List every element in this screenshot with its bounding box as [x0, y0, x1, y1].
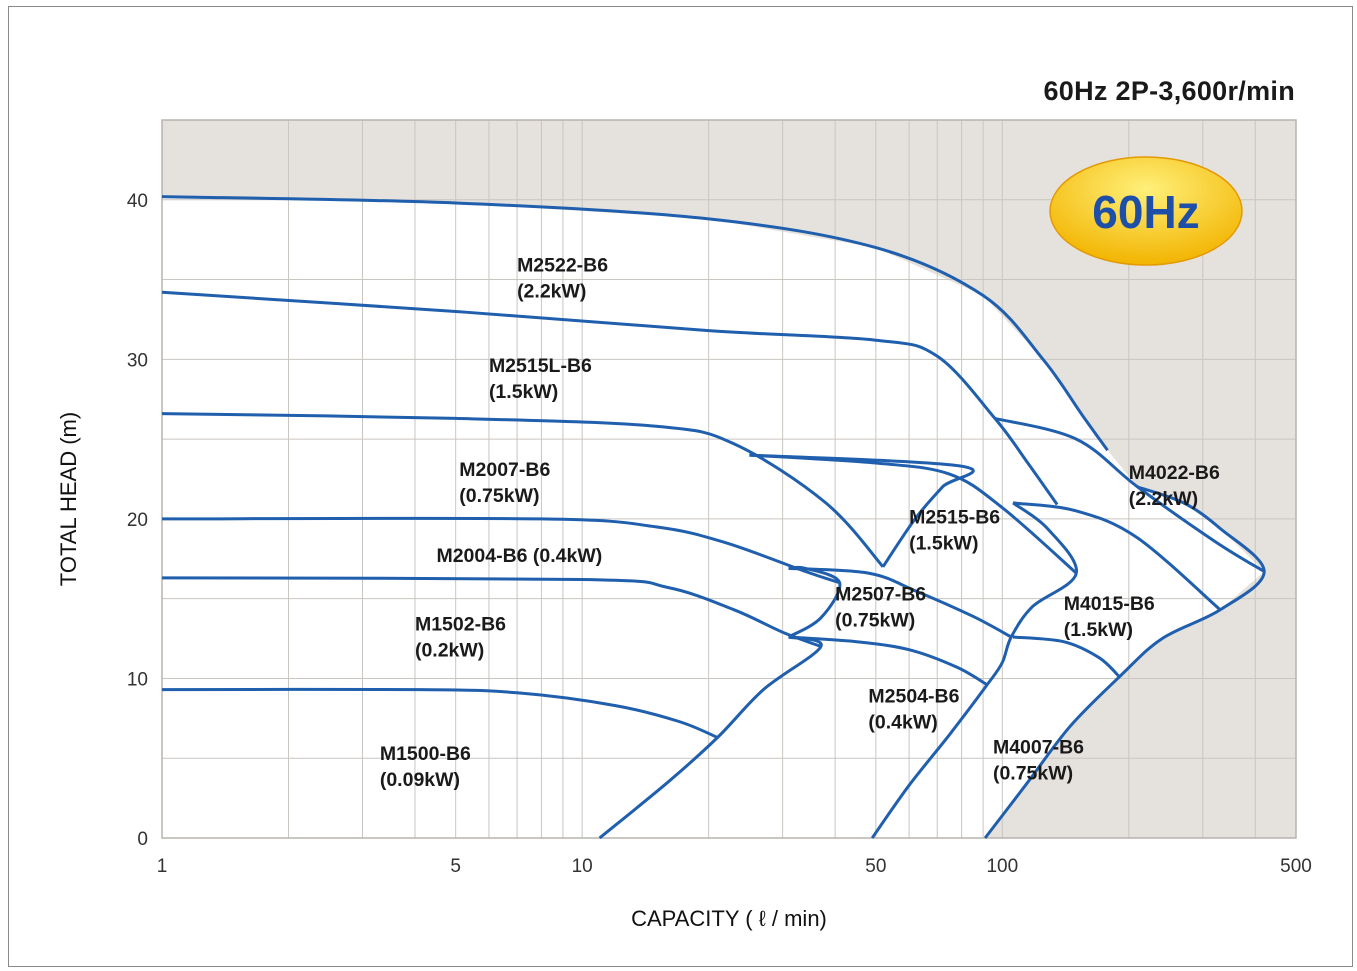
curve-M2504-B6	[788, 635, 988, 687]
plot-border	[161, 119, 1297, 839]
x-tick-label: 100	[986, 856, 1018, 877]
label-power-M4022-B6: (2.2kW)	[1129, 488, 1198, 510]
curve-pump-boundary-3	[749, 453, 975, 568]
curve-M1500-B6	[161, 687, 719, 739]
curve-pump-boundary-2	[787, 565, 842, 639]
badge-text: 60Hz	[1092, 186, 1199, 238]
y-axis-label: TOTAL HEAD (m)	[56, 412, 81, 586]
badge-ellipse	[1049, 156, 1243, 266]
y-tick-label: 40	[127, 191, 148, 212]
curve-M2007-B6	[161, 412, 885, 568]
y-tick-label: 30	[127, 350, 148, 371]
y-tick-label: 20	[127, 510, 148, 531]
curve-M2522-B6	[161, 195, 1109, 452]
curve-pump-boundary-1	[598, 635, 823, 840]
curve-M4022-B6	[994, 416, 1265, 573]
label-power-M4007-B6: (0.75kW)	[993, 762, 1073, 784]
label-power-M2007-B6: (0.75kW)	[459, 485, 539, 507]
chart-subtitle: 60Hz 2P-3,600r/min	[1043, 76, 1295, 106]
x-tick-label: 1	[157, 856, 168, 877]
axis-ticks: 1 5 10 50 100 500 0 10 20 30 40	[127, 191, 1312, 877]
label-power-M2507-B6: (0.75kW)	[835, 609, 915, 631]
curve-M4015-B6	[1012, 501, 1222, 611]
y-tick-label: 10	[127, 669, 148, 690]
label-M4022-B6: M4022-B6	[1129, 462, 1220, 484]
label-M4015-B6: M4015-B6	[1064, 593, 1155, 615]
label-power-M2522-B6: (2.2kW)	[517, 281, 586, 303]
label-M2515-B6: M2515-B6	[909, 507, 1000, 529]
label-M2004-B6: M2004-B6 (0.4kW)	[436, 545, 602, 567]
label-M1500-B6: M1500-B6	[380, 743, 471, 765]
frequency-badge: 60Hz	[1049, 156, 1243, 266]
operating-region	[162, 196, 1265, 839]
label-M2504-B6: M2504-B6	[868, 685, 959, 707]
label-M4007-B6: M4007-B6	[993, 736, 1084, 758]
label-power-M2515L-B6: (1.5kW)	[489, 381, 558, 403]
label-power-M1500-B6: (0.09kW)	[380, 769, 460, 791]
label-M2007-B6: M2007-B6	[459, 459, 550, 481]
plot-background	[162, 120, 1296, 839]
curve-M2515L-B6	[161, 290, 1059, 506]
x-tick-label: 5	[450, 856, 461, 877]
label-power-M2504-B6: (0.4kW)	[868, 711, 937, 733]
curve-M4007-B6	[1012, 635, 1121, 678]
label-power-M4015-B6: (1.5kW)	[1064, 619, 1133, 641]
x-axis-label: CAPACITY ( ℓ / min)	[631, 906, 827, 931]
x-tick-label: 50	[865, 856, 886, 877]
curve-M2004-B6	[161, 516, 841, 585]
model-labels: M2522-B6 (2.2kW) M2515L-B6 (1.5kW) M2007-B6 (…	[380, 255, 1220, 791]
label-M1502-B6: M1502-B6	[415, 614, 506, 636]
curve-pump-boundary-4	[870, 501, 1078, 839]
curve-M2507-B6	[788, 566, 1012, 639]
label-power-M2515-B6: (1.5kW)	[909, 533, 978, 555]
performance-curves	[161, 195, 1266, 840]
curve-M1502-B6	[161, 576, 822, 648]
x-tick-label: 500	[1280, 856, 1312, 877]
curve-pump-boundary-5	[983, 485, 1266, 839]
label-power-M1502-B6: (0.2kW)	[415, 640, 484, 662]
x-tick-label: 10	[572, 856, 593, 877]
label-M2507-B6: M2507-B6	[835, 583, 926, 605]
label-M2515L-B6: M2515L-B6	[489, 355, 592, 377]
y-tick-label: 0	[137, 829, 148, 850]
label-M2522-B6: M2522-B6	[517, 255, 608, 277]
